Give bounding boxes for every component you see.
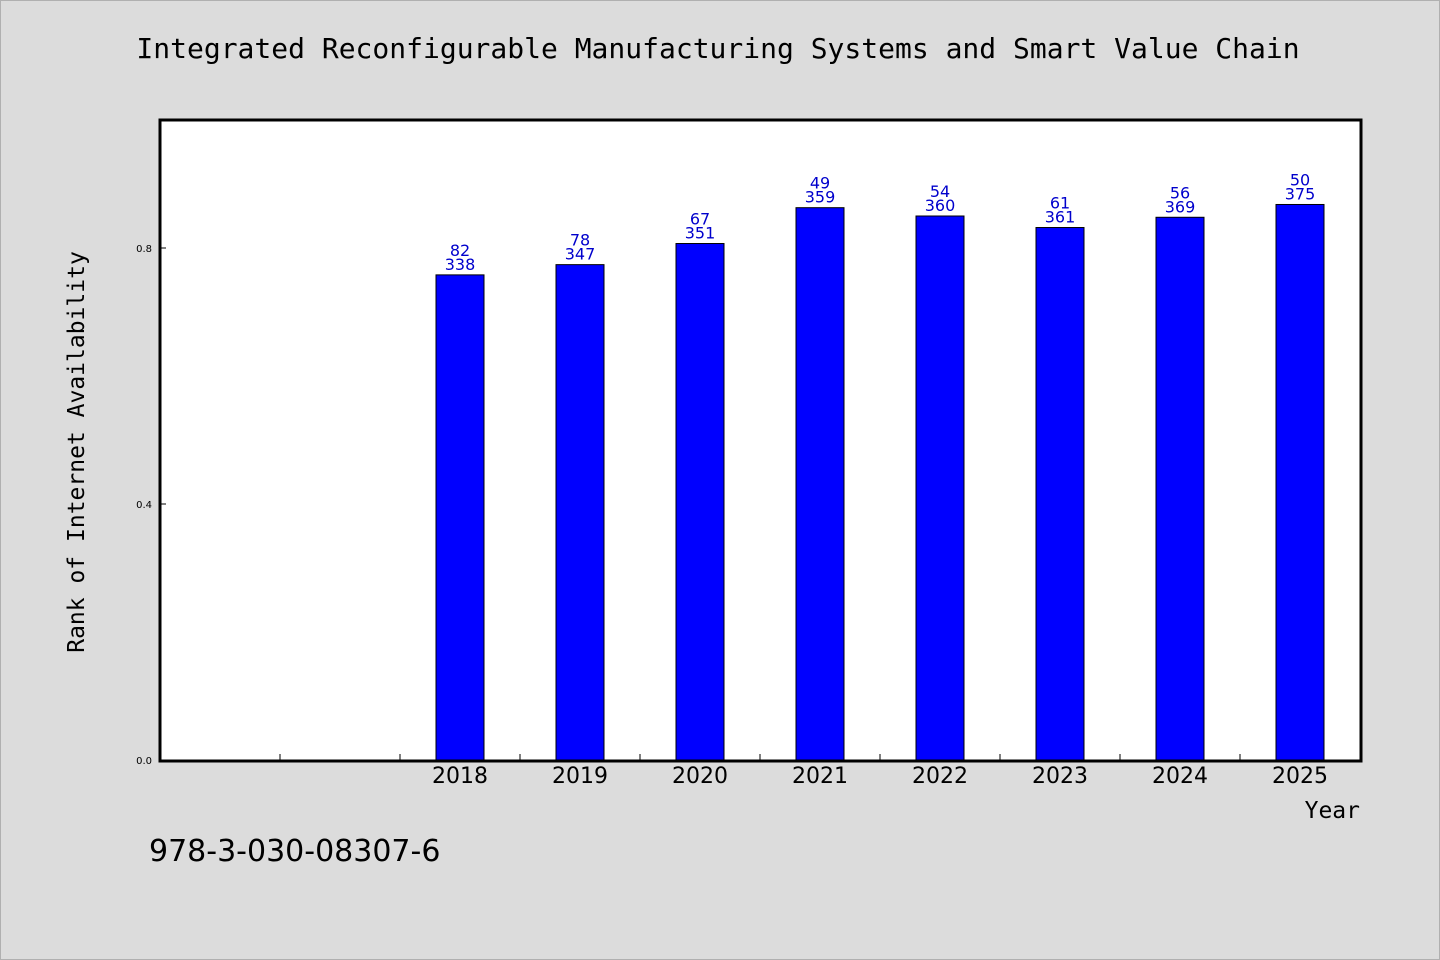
bar [1155, 216, 1205, 761]
bar-label-bottom: 359 [805, 188, 836, 207]
x-tick-label: 2025 [1272, 764, 1328, 789]
x-tick-label: 2023 [1032, 764, 1088, 789]
bar [795, 207, 845, 761]
bar-label-top: 54 [930, 182, 950, 201]
bar [1035, 227, 1085, 761]
x-tick-label: 2018 [432, 764, 488, 789]
bar-label-bottom: 361 [1045, 208, 1076, 227]
bar [915, 215, 965, 761]
bar-label-bottom: 369 [1165, 197, 1196, 216]
bar [675, 243, 725, 761]
y-tick-label: 0.8 [136, 244, 152, 255]
bar-label-top: 78 [570, 231, 590, 250]
x-tick-label: 2020 [672, 764, 728, 789]
bar [435, 274, 485, 761]
bar-label-bottom: 347 [565, 245, 596, 264]
bar-label-bottom: 338 [445, 255, 476, 274]
x-tick-label: 2019 [552, 764, 608, 789]
bar-label-bottom: 375 [1285, 184, 1316, 203]
bar-label-top: 67 [690, 210, 710, 229]
x-tick-label: 2021 [792, 764, 848, 789]
y-axis-label: Rank of Internet Availability [64, 251, 90, 653]
x-ticks-group: 2018 2019 2020 2021 2022 2023 2024 2025 [279, 754, 1328, 789]
y-tick-label: 0.4 [136, 500, 152, 511]
bar-label-top: 49 [810, 174, 830, 193]
x-tick-label: 2022 [912, 764, 968, 789]
bar-label-top: 82 [450, 241, 470, 260]
x-tick-label: 2024 [1152, 764, 1208, 789]
bar-label-bottom: 360 [925, 196, 956, 215]
bar [555, 264, 605, 761]
isbn-text: 978-3-030-08307-6 [149, 834, 441, 869]
plot-border [158, 118, 1363, 763]
chart-title: Integrated Reconfigurable Manufacturing … [136, 32, 1300, 65]
bar-label-top: 56 [1170, 183, 1190, 202]
y-tick-label: 0.0 [136, 756, 152, 767]
bar-label-top: 50 [1290, 170, 1310, 189]
bar-label-bottom: 351 [685, 224, 716, 243]
bar-label-top: 61 [1050, 194, 1070, 213]
x-axis-label: Year [1305, 798, 1360, 824]
bar [1275, 203, 1325, 761]
